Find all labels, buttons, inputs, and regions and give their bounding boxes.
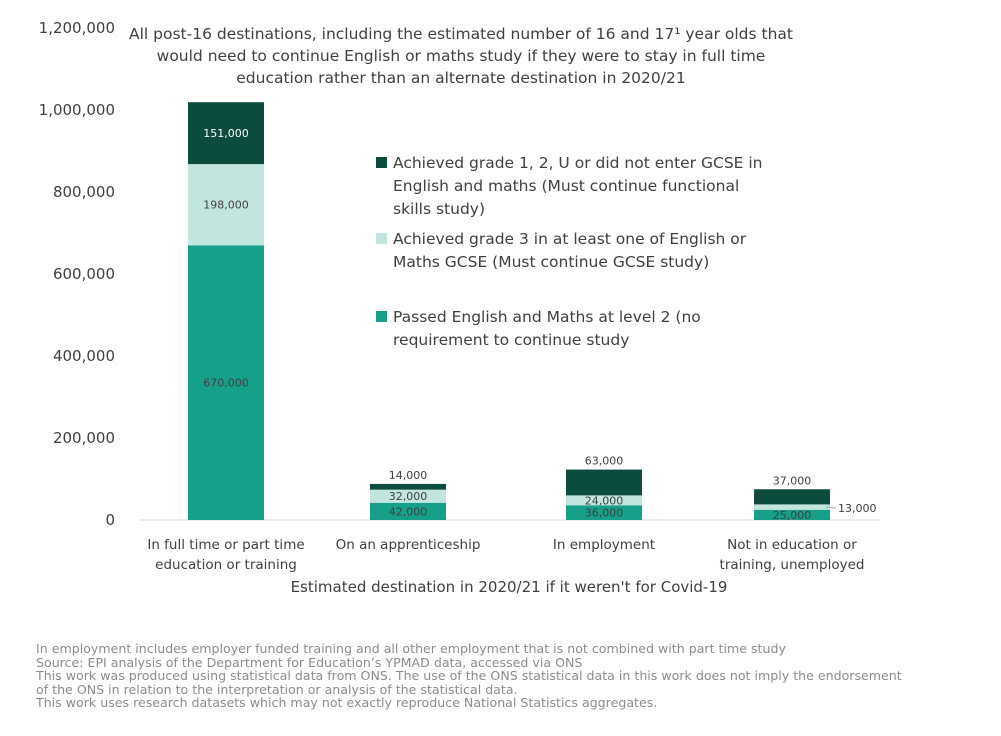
- y-tick-label: 800,000: [53, 183, 115, 201]
- y-tick-label: 1,000,000: [39, 101, 115, 119]
- legend-label: requirement to continue study: [393, 331, 629, 349]
- data-label: 24,000: [585, 494, 624, 507]
- data-label: 42,000: [389, 505, 428, 518]
- bar-segment: [370, 483, 446, 490]
- bar-segment: [754, 504, 830, 510]
- chart-title: education rather than an alternate desti…: [236, 69, 685, 87]
- data-label: 670,000: [203, 377, 249, 390]
- footnote-line: This work uses research datasets which m…: [36, 695, 658, 711]
- y-tick-label: 400,000: [53, 347, 115, 365]
- x-tick-label: education or training: [155, 557, 297, 573]
- legend-swatch: [376, 311, 387, 322]
- bar-segment: [566, 495, 642, 506]
- y-tick-label: 200,000: [53, 429, 115, 447]
- bar-segment: [188, 102, 264, 165]
- x-tick-label: On an apprenticeship: [336, 537, 481, 553]
- legend-label: Maths GCSE (Must continue GCSE study): [393, 253, 709, 271]
- data-label: 13,000: [838, 502, 877, 515]
- x-tick-label: In employment: [553, 537, 655, 553]
- y-tick-label: 1,200,000: [39, 19, 115, 37]
- data-label: 14,000: [389, 469, 428, 482]
- x-tick-label: In full time or part time: [147, 537, 304, 553]
- bar-segment: [754, 489, 830, 505]
- bar-segment: [566, 469, 642, 496]
- footnote-line: Source: EPI analysis of the Department f…: [36, 654, 583, 670]
- data-label: 63,000: [585, 455, 624, 468]
- data-label: 25,000: [773, 509, 812, 522]
- footnote-line: of the ONS in relation to the interpreta…: [36, 681, 518, 697]
- footnote-line: In employment includes employer funded t…: [36, 641, 786, 656]
- data-label: 198,000: [203, 199, 249, 212]
- bar-segment: [188, 245, 264, 521]
- legend-label: skills study): [393, 200, 485, 218]
- x-tick-label: Not in education or: [727, 537, 857, 553]
- legend-label: Achieved grade 3 in at least one of Engl…: [393, 230, 747, 248]
- leader-line: [825, 506, 837, 509]
- data-label: 36,000: [585, 507, 624, 520]
- data-label: 37,000: [773, 474, 812, 487]
- y-tick-label: 600,000: [53, 265, 115, 283]
- legend-label: Passed English and Maths at level 2 (no: [393, 308, 701, 326]
- data-label: 32,000: [389, 490, 428, 503]
- chart-title: All post-16 destinations, including the …: [129, 25, 793, 43]
- data-label: 151,000: [203, 127, 249, 140]
- legend-label: Achieved grade 1, 2, U or did not enter …: [393, 154, 763, 172]
- bar-segment: [188, 164, 264, 246]
- footnote-line: This work was produced using statistical…: [36, 668, 902, 684]
- bar-segment: [370, 502, 446, 520]
- legend-swatch: [376, 233, 387, 244]
- y-tick-label: 0: [105, 511, 115, 529]
- bar-segment: [566, 505, 642, 520]
- chart-title: would need to continue English or maths …: [157, 47, 766, 65]
- legend-swatch: [376, 157, 387, 168]
- bar-segment: [370, 489, 446, 503]
- bar-segment: [754, 509, 830, 520]
- x-tick-label: training, unemployed: [720, 557, 865, 573]
- footnotes: In employment includes employer funded t…: [36, 642, 996, 710]
- legend-label: English and maths (Must continue functio…: [393, 177, 739, 195]
- x-axis-title: Estimated destination in 2020/21 if it w…: [291, 578, 728, 596]
- stacked-bar-chart: 0 200,000 400,000 600,000 800,000 1,000,000 1,…: [39, 19, 880, 596]
